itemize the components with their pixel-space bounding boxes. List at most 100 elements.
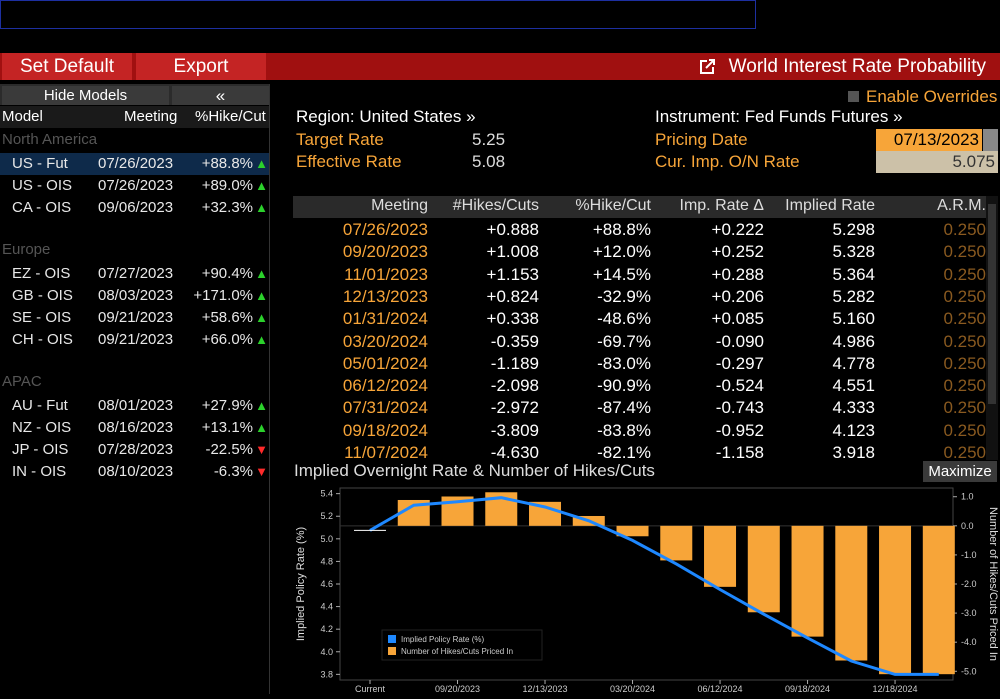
col-hike-cut[interactable]: %Hike/Cut [195,108,266,125]
y-tick-label: 4.8 [320,556,333,566]
up-arrow-icon: ▲ [255,398,268,413]
table-row[interactable]: 07/26/2023 +0.888 +88.8% +0.222 5.298 0.250 [293,219,986,241]
arm-value: 0.250 [943,309,986,329]
external-link-icon[interactable] [697,57,717,77]
calendar-icon[interactable] [983,129,998,151]
command-line-input[interactable] [0,0,756,29]
model-row[interactable]: AU - Fut 08/01/2023 +27.9% ▲ [0,395,269,417]
hike-cut-pct: +171.0% [193,287,253,304]
table-row[interactable]: 11/07/2024 -4.630 -82.1% -1.158 3.918 0.250 [293,442,986,464]
table-row[interactable]: 09/18/2024 -3.809 -83.8% -0.952 4.123 0.250 [293,420,986,442]
model-row[interactable]: JP - OIS 07/28/2023 -22.5% ▼ [0,439,269,461]
chart-panel: 5.4 5.2 5.0 4.8 4.6 4.4 4.2 4.0 3.8 1.0 0.0 -1.0 -2.… [290,484,1000,694]
table-row[interactable]: 01/31/2024 +0.338 -48.6% +0.085 5.160 0.250 [293,308,986,330]
meeting-date: 06/12/2024 [342,376,428,396]
table-row[interactable]: 05/01/2024 -1.189 -83.0% -0.297 4.778 0.250 [293,353,986,375]
page-title: World Interest Rate Probability [728,56,986,77]
export-button[interactable]: Export [136,53,266,80]
x-tick-label: 12/18/2024 [873,684,918,694]
hikes-cuts: +0.824 [486,286,539,306]
arm-value: 0.250 [943,353,986,373]
hikes-cuts: -1.189 [490,353,539,373]
hike-cut-pct: +89.0% [201,177,253,194]
set-default-button[interactable]: Set Default [2,53,132,80]
meeting-date: 09/18/2024 [342,420,428,440]
pct-hike-cut: -48.6% [597,309,651,329]
col-pct-hike-cut[interactable]: %Hike/Cut [575,197,651,214]
model-row[interactable]: US - Fut 07/26/2023 +88.8% ▲ [0,153,269,175]
col-hikes-cuts[interactable]: #Hikes/Cuts [452,197,539,214]
col-implied-rate[interactable]: Implied Rate [785,197,875,214]
imp-rate-delta: -0.524 [715,376,764,396]
legend-swatch-rate [388,635,396,643]
hikes-cuts-bar [704,525,737,587]
table-scrollbar[interactable] [986,196,998,460]
maximize-button[interactable]: Maximize [923,461,997,482]
legend-swatch-hikes [388,647,396,655]
model-name: CH - OIS [12,331,73,348]
y2-tick-label: -4.0 [961,637,977,647]
col-imp-rate-delta[interactable]: Imp. Rate Δ [679,197,765,214]
instrument-selector[interactable]: Instrument: Fed Funds Futures » [655,107,903,126]
model-name: NZ - OIS [12,419,72,436]
col-model[interactable]: Model [2,108,43,125]
arm-value: 0.250 [943,331,986,351]
table-row[interactable]: 06/12/2024 -2.098 -90.9% -0.524 4.551 0.250 [293,375,986,397]
model-row[interactable]: EZ - OIS 07/27/2023 +90.4% ▲ [0,263,269,285]
up-arrow-icon: ▲ [255,310,268,325]
hike-cut-pct: -22.5% [205,441,253,458]
target-rate-label: Target Rate [296,130,384,149]
hike-cut-pct: -6.3% [213,463,253,480]
hikes-cuts-bar [747,525,780,613]
model-row[interactable]: US - OIS 07/26/2023 +89.0% ▲ [0,175,269,197]
col-meeting[interactable]: Meeting [124,108,178,125]
implied-rate: 5.298 [832,220,875,239]
model-row[interactable]: SE - OIS 09/21/2023 +58.6% ▲ [0,307,269,329]
implied-rate: 4.551 [832,376,875,396]
collapse-sidebar-button[interactable]: « [172,86,269,105]
cur-imp-rate-field[interactable]: 5.075 [876,151,998,173]
model-sidebar: Hide Models « Model Meeting %Hike/Cut No… [0,84,269,694]
up-arrow-icon: ▲ [255,288,268,303]
implied-rate: 5.282 [832,286,875,306]
x-tick-label: 06/12/2024 [698,684,743,694]
y2-tick-label: -3.0 [961,608,977,618]
meeting-date: 11/07/2024 [344,443,428,462]
table-row[interactable]: 12/13/2023 +0.824 -32.9% +0.206 5.282 0.250 [293,286,986,308]
implied-rate: 4.333 [832,398,875,418]
region-selector[interactable]: Region: United States » [296,107,476,126]
hikes-cuts-bar [529,501,562,526]
hikes-cuts: -2.972 [490,398,539,418]
hikes-cuts-bar [791,525,824,637]
implied-rate: 4.123 [832,420,875,440]
implied-rate: 5.328 [832,242,875,262]
col-meeting[interactable]: Meeting [371,197,428,214]
region-header: North America [2,131,98,148]
pricing-date-field[interactable]: 07/13/2023 [876,129,982,151]
table-row[interactable]: 09/20/2023 +1.008 +12.0% +0.252 5.328 0.250 [293,241,986,263]
up-arrow-icon: ▲ [255,156,268,171]
enable-overrides-label[interactable]: Enable Overrides [866,87,998,106]
hike-cut-pct: +58.6% [201,309,253,326]
table-row[interactable]: 03/20/2024 -0.359 -69.7% -0.090 4.986 0.250 [293,331,986,353]
meeting-date: 05/01/2024 [342,353,428,373]
enable-overrides-checkbox[interactable] [848,91,859,102]
hide-models-button[interactable]: Hide Models [2,86,169,105]
y-tick-label: 4.2 [320,624,333,634]
model-row[interactable]: NZ - OIS 08/16/2023 +13.1% ▲ [0,417,269,439]
pct-hike-cut: +12.0% [592,242,651,262]
model-row[interactable]: IN - OIS 08/10/2023 -6.3% ▼ [0,461,269,483]
scroll-thumb[interactable] [988,204,996,404]
table-row[interactable]: 11/01/2023 +1.153 +14.5% +0.288 5.364 0.250 [293,264,986,286]
hikes-cuts-bar [879,525,912,675]
col-arm[interactable]: A.R.M. [937,197,986,214]
down-arrow-icon: ▼ [255,464,268,479]
y-tick-label: 5.0 [320,534,333,544]
arm-value: 0.250 [943,420,986,440]
imp-rate-delta: -0.952 [715,420,764,440]
table-row[interactable]: 07/31/2024 -2.972 -87.4% -0.743 4.333 0.250 [293,397,986,419]
model-row[interactable]: CH - OIS 09/21/2023 +66.0% ▲ [0,329,269,351]
pct-hike-cut: -87.4% [597,398,651,418]
model-row[interactable]: GB - OIS 08/03/2023 +171.0% ▲ [0,285,269,307]
model-row[interactable]: CA - OIS 09/06/2023 +32.3% ▲ [0,197,269,219]
